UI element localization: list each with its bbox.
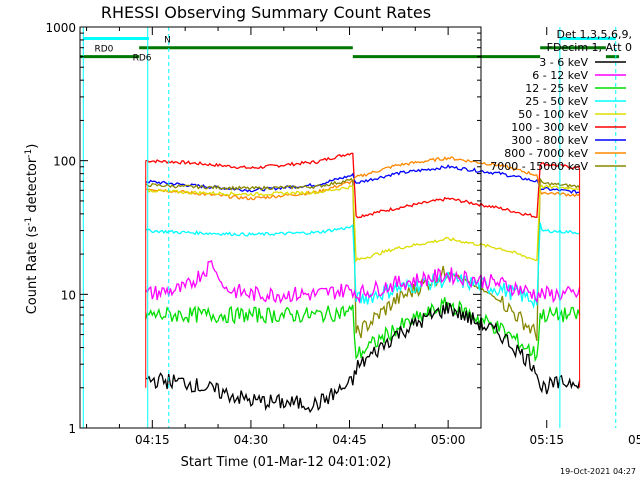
flag-label-n: N (164, 36, 171, 46)
legend-header-detectors: Det 1,3,5,6,9, (556, 28, 632, 41)
legend-label-2: 12 - 25 keV (525, 82, 588, 95)
series-line-4 (145, 184, 580, 263)
legend-label-3: 25 - 50 keV (525, 95, 588, 108)
flag-label-rd0: RD0 (94, 45, 113, 55)
legend-label-6: 300 - 800 keV (511, 134, 588, 147)
legend: Det 1,3,5,6,9, FDecim 1, Att 0 3 - 6 keV… (490, 28, 632, 173)
y-tick-label-1: 10 (61, 288, 76, 302)
y-tick-label-0: 1 (68, 422, 76, 436)
y-axis-label: Count Rate (s-1 detector-1) (24, 144, 40, 315)
series-line-6 (145, 259, 581, 304)
legend-label-5: 100 - 300 keV (511, 121, 588, 134)
flag-label-rd6: RD6 (133, 54, 152, 64)
legend-label-8: 7000 - 15000 keV (490, 160, 588, 173)
plot-area: RD0 RD6 N (80, 27, 620, 428)
legend-header-decimation: FDecim 1, Att 0 (547, 41, 632, 54)
y-axis-label-sup1: -1 (24, 217, 34, 226)
legend-label-7: 800 - 7000 keV (504, 147, 588, 160)
series-line-0 (145, 152, 581, 219)
legend-label-4: 50 - 100 keV (518, 108, 588, 121)
y-axis-label-sup2: -1 (24, 149, 34, 158)
legend-label-0: 3 - 6 keV (539, 56, 588, 69)
legend-label-1: 6 - 12 keV (532, 69, 588, 82)
x-tick-label-2: 04:45 (332, 433, 367, 447)
series-line-7 (145, 297, 581, 363)
chart-title: RHESSI Observing Summary Count Rates (101, 3, 431, 22)
timestamp: 19-Oct-2021 04:27 (560, 467, 636, 476)
x-tick-label-1: 04:30 (234, 433, 269, 447)
y-axis-label-part1: Count Rate (s (25, 226, 40, 315)
x-tick-label-5: 05:30 (628, 433, 640, 447)
x-tick-label-4: 05:15 (529, 433, 564, 447)
x-tick-label-3: 05:00 (431, 433, 466, 447)
y-axis-label-part2: detector (25, 157, 40, 217)
y-tick-label-2: 100 (53, 155, 76, 169)
y-tick-label-3: 1000 (45, 21, 76, 35)
axes-frame (79, 26, 482, 429)
x-tick-label-0: 04:15 (135, 433, 170, 447)
series-line-3 (145, 177, 581, 342)
series-line-8 (145, 301, 581, 414)
y-axis-label-part3: ) (25, 144, 40, 149)
series-line-5 (145, 222, 580, 310)
x-axis-label: Start Time (01-Mar-12 04:01:02) (181, 455, 392, 470)
